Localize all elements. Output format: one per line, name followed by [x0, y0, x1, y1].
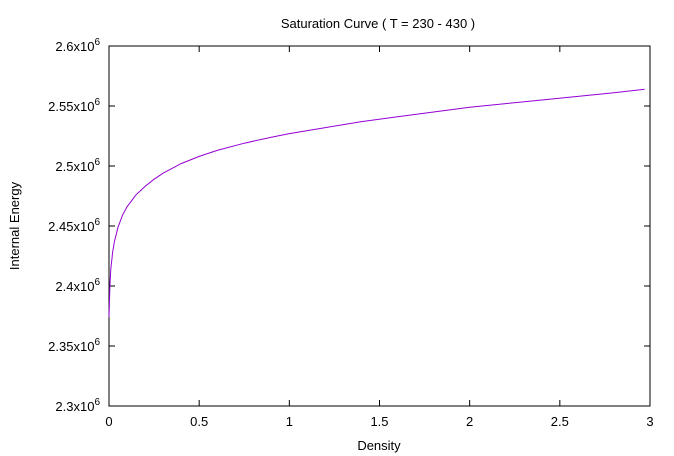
- y-tick-label: 2.4x106: [55, 277, 100, 294]
- plot-frame: [108, 45, 651, 407]
- x-axis-title: Density: [357, 438, 401, 453]
- y-tick-label: 2.45x106: [48, 217, 100, 234]
- y-tick-label: 2.35x106: [48, 337, 100, 354]
- x-tick-label: 0: [105, 414, 112, 429]
- y-tick-label: 2.5x106: [55, 157, 100, 174]
- y-tick-label: 2.3x106: [55, 397, 100, 414]
- chart-title: Saturation Curve ( T = 230 - 430 ): [281, 16, 475, 31]
- y-axis: 2.3x106 2.35x106 2.4x106 2.45x106 2.5x106 2.5…: [48, 37, 650, 414]
- y-tick-label: 2.55x106: [48, 97, 100, 114]
- x-tick-label: 0.5: [190, 414, 208, 429]
- x-tick-label: 2.5: [551, 414, 569, 429]
- x-axis: 0 0.5 1 1.5 2 2.5 3: [105, 46, 654, 429]
- x-tick-label: 3: [646, 414, 653, 429]
- x-tick-label: 2: [466, 414, 473, 429]
- y-tick-label: 2.6x106: [55, 37, 100, 54]
- series-line: [108, 88, 645, 318]
- x-tick-label: 1.5: [370, 414, 388, 429]
- y-axis-title: Internal Energy: [7, 181, 22, 270]
- x-tick-label: 1: [286, 414, 293, 429]
